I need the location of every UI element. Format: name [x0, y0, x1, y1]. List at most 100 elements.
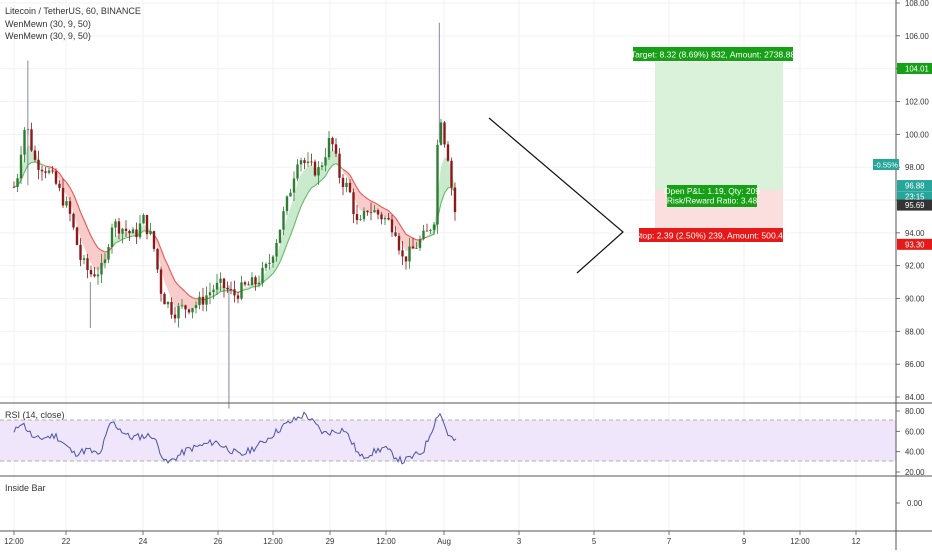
- candle-body: [373, 210, 375, 212]
- time-tick-label: 7: [667, 537, 671, 546]
- candle-body: [377, 210, 379, 214]
- candle-body: [247, 284, 249, 285]
- candle-body: [156, 249, 158, 270]
- candle-body: [146, 215, 148, 234]
- candle-body: [79, 245, 81, 260]
- candle-body: [37, 160, 39, 170]
- time-tick-label: 5: [592, 537, 597, 546]
- candle-body: [300, 160, 302, 164]
- candle-body: [226, 288, 228, 289]
- stop-label: Stop: 2.39 (2.50%) 239, Amount: 500.49: [634, 231, 788, 241]
- candle-body: [223, 279, 225, 288]
- candle-body: [177, 306, 179, 318]
- candle-body: [412, 247, 414, 249]
- price-tick-label: 98.00: [905, 163, 925, 172]
- triangle-pattern[interactable]: [489, 118, 623, 273]
- time-tick-label: 24: [139, 537, 148, 546]
- ribbon-line: [42, 165, 46, 166]
- candle-body: [167, 302, 169, 304]
- price-tag-label: 95.69: [905, 201, 925, 210]
- target-zone[interactable]: [655, 62, 783, 190]
- indicator-legend-1[interactable]: WenMewn (30, 9, 50): [5, 19, 91, 29]
- price-axis[interactable]: 108.00106.00104.00102.00100.0098.0096.00…: [896, 0, 932, 402]
- candle-body: [30, 129, 32, 150]
- ribbon-line: [46, 166, 50, 167]
- candle-body: [454, 188, 456, 212]
- time-tick-label: 29: [326, 537, 335, 546]
- candle-body: [398, 236, 400, 250]
- time-tick-label: 12:00: [376, 537, 396, 546]
- rsi-tick-label: 80.00: [905, 407, 925, 416]
- candle-body: [363, 211, 365, 219]
- candle-body: [233, 289, 235, 295]
- candle-body: [23, 130, 25, 155]
- candle-body: [279, 230, 281, 243]
- price-tick-label: 86.00: [905, 360, 925, 369]
- candle-body: [415, 248, 417, 249]
- candle-body: [447, 144, 449, 160]
- time-tick-label: 12: [852, 537, 861, 546]
- change-badge: -0.55%: [874, 161, 898, 170]
- candle-body: [188, 309, 190, 312]
- candle-body: [352, 192, 354, 214]
- candle-body: [429, 230, 431, 231]
- rsi-tick-label: 60.00: [905, 427, 925, 436]
- candle-body: [394, 232, 396, 236]
- indicator-legend-2[interactable]: WenMewn (30, 9, 50): [5, 31, 91, 41]
- price-tick-label: 88.00: [905, 327, 925, 336]
- candle-body: [380, 214, 382, 219]
- candle-body: [149, 231, 151, 234]
- candle-body: [184, 305, 186, 309]
- candle-body: [198, 297, 200, 305]
- candle-body: [44, 171, 46, 172]
- candle-body: [328, 138, 330, 157]
- candle-body: [408, 247, 410, 262]
- time-tick-label: 12:00: [790, 537, 810, 546]
- candle-body: [405, 256, 407, 261]
- candle-body: [181, 305, 183, 306]
- candle-body: [170, 302, 172, 315]
- candle-body: [244, 282, 246, 284]
- candle-body: [104, 260, 106, 263]
- candle-body: [237, 295, 239, 298]
- candle-body: [13, 187, 15, 188]
- candle-body: [205, 295, 207, 304]
- candle-body: [366, 211, 368, 212]
- candle-body: [268, 263, 270, 264]
- candle-body: [142, 215, 144, 223]
- candle-body: [160, 270, 162, 294]
- candle-body: [342, 178, 344, 187]
- candle-body: [163, 294, 165, 304]
- candle-body: [356, 214, 358, 220]
- price-tick-label: 90.00: [905, 295, 925, 304]
- candle-body: [20, 155, 22, 178]
- candle-body: [433, 224, 435, 230]
- ribbon-line: [245, 289, 249, 290]
- candle-body: [83, 258, 85, 260]
- candle-body: [16, 178, 18, 187]
- rsi-pane-label[interactable]: RSI (14, close): [5, 410, 65, 420]
- inside-bar-pane-label[interactable]: Inside Bar: [5, 483, 46, 493]
- inside-bar-axis[interactable]: 0.00: [896, 499, 923, 508]
- symbol-title[interactable]: Litecoin / TetherUS, 60, BINANCE: [5, 6, 141, 16]
- candle-body: [93, 274, 95, 276]
- pnl-label: Open P&L: 1.19, Qty: 209: [664, 186, 760, 196]
- candle-body: [265, 264, 267, 268]
- candle-body: [132, 229, 134, 233]
- candle-body: [275, 243, 277, 257]
- candle-body: [219, 279, 221, 283]
- candle-body: [191, 308, 193, 312]
- candle-body: [125, 229, 127, 231]
- candle-body: [139, 223, 141, 237]
- candle-body: [370, 212, 372, 213]
- candle-body: [307, 162, 309, 163]
- price-tag-label: 104.01: [905, 65, 929, 74]
- candle-body: [391, 219, 393, 232]
- candle-body: [251, 277, 253, 285]
- candle-body: [76, 227, 78, 244]
- price-tick-label: 102.00: [905, 98, 930, 107]
